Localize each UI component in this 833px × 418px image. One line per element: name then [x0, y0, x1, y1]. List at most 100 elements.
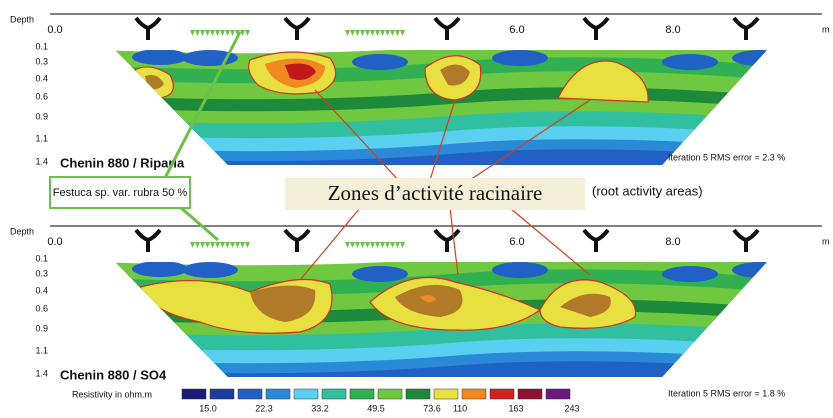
depth-label: Depth [10, 226, 34, 236]
grass-icon [195, 242, 200, 248]
resistivity-patch [662, 54, 718, 70]
resistivity-patch [132, 49, 188, 65]
grass-icon [380, 30, 385, 36]
plant-label: Festuca sp. var. rubra 50 % [53, 187, 188, 199]
legend-swatch [490, 389, 514, 399]
legend-swatch [518, 389, 542, 399]
grass-icon [225, 30, 230, 36]
grass-icon [210, 30, 215, 36]
legend-label: 49.5 [367, 403, 385, 413]
grass-icon [350, 242, 355, 248]
grass-icon [365, 30, 370, 36]
resistivity-patch [132, 261, 188, 277]
legend-swatch [266, 389, 290, 399]
grass-icon [360, 30, 365, 36]
vine-icon [285, 18, 309, 40]
grass-icon [245, 30, 250, 36]
legend-swatch [294, 389, 318, 399]
grass-icon [355, 242, 360, 248]
vine-icon [136, 18, 160, 40]
panel-title: Chenin 880 / SO4 [60, 367, 167, 382]
legend-label: 243 [564, 403, 579, 413]
grass-icon [215, 30, 220, 36]
legend-swatch [434, 389, 458, 399]
depth-tick: 0.3 [35, 56, 48, 66]
resistivity-patch [352, 266, 408, 282]
legend-label: 73.6 [423, 403, 441, 413]
grass-icon [395, 242, 400, 248]
resistivity-patch [492, 262, 548, 278]
grass-icon [345, 30, 350, 36]
resistivity-patch [732, 262, 788, 278]
zones-translation: (root activity areas) [592, 183, 703, 198]
depth-label: Depth [10, 14, 34, 24]
legend-swatch [378, 389, 402, 399]
grass-icon [205, 30, 210, 36]
legend-title: Resistivity in ohm.m [72, 389, 152, 399]
x-label: 6.0 [509, 24, 524, 36]
resistivity-patch [662, 266, 718, 282]
legend-swatch [210, 389, 234, 399]
grass-icon [230, 242, 235, 248]
legend-swatch [350, 389, 374, 399]
legend-swatch [182, 389, 206, 399]
depth-tick: 0.1 [35, 253, 48, 263]
grass-icon [225, 242, 230, 248]
grass-icon [395, 30, 400, 36]
grass-icon [205, 242, 210, 248]
resistivity-patch [492, 50, 548, 66]
grass-icon [345, 242, 350, 248]
grass-icon [400, 30, 405, 36]
legend-swatch [546, 389, 570, 399]
grass-icon [245, 242, 250, 248]
vine-icon [435, 18, 459, 40]
x-label: 0.0 [47, 236, 62, 248]
panel-title: Chenin 880 / Riparia [60, 155, 185, 170]
grass-icon [385, 30, 390, 36]
grass-icon [190, 242, 195, 248]
legend-label: 110 [453, 403, 467, 413]
grass-icon [390, 242, 395, 248]
zones-label: Zones d’activité racinaire [328, 181, 543, 205]
vine-icon [734, 230, 758, 252]
resistivity-patch [182, 262, 238, 278]
legend-label: 33.2 [311, 403, 329, 413]
grass-icon [220, 30, 225, 36]
depth-tick: 0.9 [35, 111, 48, 121]
grass-icon [370, 242, 375, 248]
grass-icon [355, 30, 360, 36]
legend-swatch [462, 389, 486, 399]
grass-icon [210, 242, 215, 248]
legend-label: 15.0 [199, 403, 217, 413]
grass-icon [215, 242, 220, 248]
resistivity-section [100, 41, 800, 170]
resistivity-section [100, 253, 800, 382]
depth-tick: 0.4 [35, 285, 48, 295]
grass-icon [400, 242, 405, 248]
x-label: 8.0 [665, 236, 680, 248]
depth-tick: 1.1 [35, 345, 48, 355]
unit-label: m [822, 236, 830, 246]
grass-icon [375, 242, 380, 248]
depth-tick: 0.3 [35, 268, 48, 278]
resistivity-patch [352, 54, 408, 70]
grass-icon [375, 30, 380, 36]
grass-icon [195, 30, 200, 36]
depth-tick: 0.9 [35, 323, 48, 333]
resistivity-patch [732, 50, 788, 66]
grass-icon [200, 30, 205, 36]
depth-tick: 0.4 [35, 73, 48, 83]
vine-icon [285, 230, 309, 252]
vine-icon [584, 18, 608, 40]
vine-icon [136, 230, 160, 252]
depth-tick: 0.1 [35, 41, 48, 51]
vine-icon [584, 230, 608, 252]
depth-tick: 1.4 [35, 156, 48, 166]
x-label: 8.0 [665, 24, 680, 36]
depth-tick: 1.4 [35, 368, 48, 378]
legend-label: 22.3 [255, 403, 273, 413]
legend-swatch [406, 389, 430, 399]
grass-icon [200, 242, 205, 248]
